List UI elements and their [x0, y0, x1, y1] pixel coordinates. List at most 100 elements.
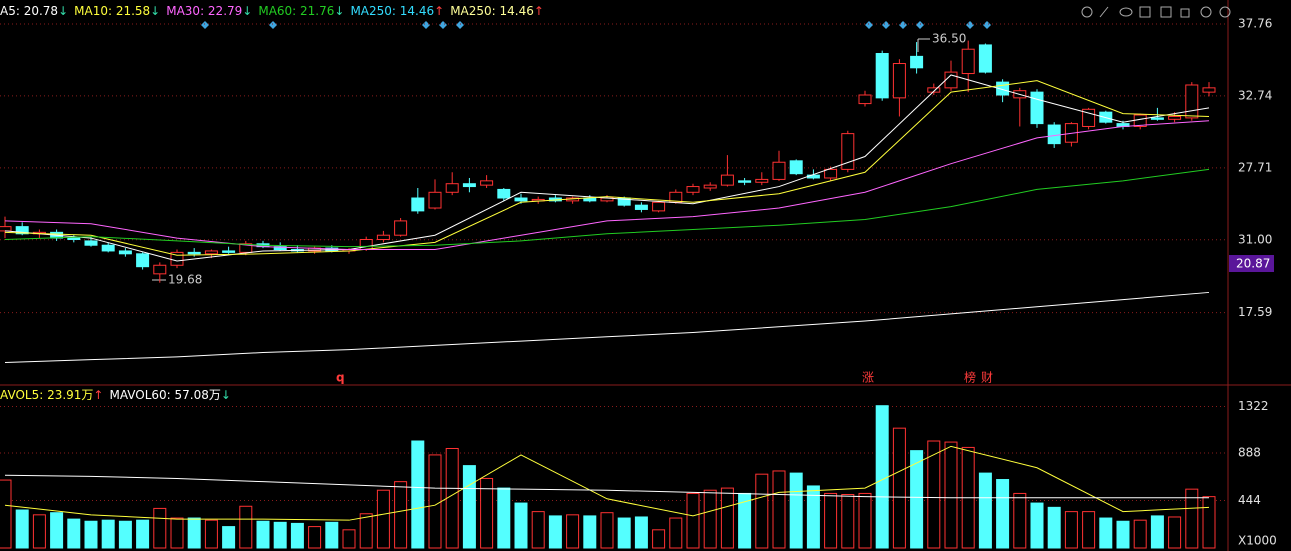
legend: A5: 20.78↓ MA10: 21.58↓ MA30: 22.79↓ MA60: …: [0, 4, 544, 18]
candle-body: [858, 94, 872, 105]
volume-bar: [531, 511, 545, 549]
volume-tick-label: 888: [1238, 445, 1261, 459]
volume-bar: [927, 440, 941, 549]
volume-bar: [84, 520, 98, 549]
candle-body: [978, 44, 992, 73]
candle-body: [376, 234, 390, 241]
volume-bar: [497, 487, 511, 549]
candle-body: [411, 197, 425, 212]
volume-bar: [824, 492, 838, 549]
volume-bar: [720, 487, 734, 549]
candle-body: [686, 186, 700, 193]
candle-body: [634, 204, 648, 210]
volume-bar: [32, 514, 46, 549]
candle-body: [462, 183, 476, 188]
event-label[interactable]: q: [336, 371, 345, 385]
volume-bar: [480, 477, 494, 549]
candle-body: [480, 180, 494, 186]
volume-bar: [50, 512, 64, 549]
event-label[interactable]: 榜: [964, 370, 976, 385]
candle-body: [101, 244, 115, 252]
candle-body: [445, 183, 459, 193]
volume-bar: [67, 518, 81, 549]
candle-body: [703, 184, 717, 189]
volume-bar: [600, 512, 614, 549]
last-price-box: [1229, 255, 1274, 272]
ma-line: [4, 474, 1209, 499]
candle-body: [222, 250, 236, 253]
candle-body: [1047, 124, 1061, 145]
ma-line: [4, 120, 1210, 251]
volume-bar: [1202, 496, 1216, 549]
volume-bar: [428, 454, 442, 549]
candle-body: [153, 264, 167, 275]
volume-bar: [841, 494, 855, 549]
high-annotation: 36.50: [932, 32, 966, 46]
volume-bar: [634, 516, 648, 549]
candle-body: [738, 180, 752, 183]
legend-arrow: ↓: [221, 388, 231, 402]
ma-line: [4, 80, 1210, 256]
volume-bar: [686, 492, 700, 549]
volume-bar: [617, 517, 631, 549]
volume-bar: [583, 515, 597, 549]
candle-body: [720, 174, 734, 186]
volume-bar: [325, 521, 339, 549]
volume-bar: [858, 492, 872, 549]
candle-body: [910, 55, 924, 69]
legend-label: A5: 20.78: [0, 4, 58, 18]
candle-body: [497, 188, 511, 199]
volume-tick-label: 1322: [1238, 399, 1269, 413]
volume-bar: [0, 479, 12, 549]
volume-bar: [978, 472, 992, 549]
volume-bar: [1150, 515, 1164, 549]
volume-bar: [445, 447, 459, 549]
y-tick-label: 17.59: [1238, 305, 1272, 319]
candle-body: [204, 250, 218, 255]
volume-bar: [118, 520, 132, 549]
candle-body: [187, 251, 201, 255]
candle-body: [0, 226, 12, 232]
volume-bar: [1116, 520, 1130, 549]
candle-body: [892, 63, 906, 99]
volume-bar: [1064, 511, 1078, 549]
legend-label: MA250: 14.46: [350, 4, 434, 18]
volume-bar: [187, 517, 201, 549]
legend-arrow: ↓: [334, 4, 344, 18]
volume-bar: [411, 440, 425, 549]
legend-label: MAVOL60: 57.08万: [109, 388, 220, 402]
volume-bar: [755, 473, 769, 549]
candle-body: [428, 191, 442, 209]
event-label[interactable]: 涨: [862, 370, 874, 385]
legend-arrow: ↑: [534, 4, 544, 18]
volume-bar: [1168, 516, 1182, 549]
volume-bar: [669, 517, 683, 549]
volume-bar: [256, 520, 270, 549]
volume-unit: X1000: [1238, 534, 1277, 548]
y-tick-label: 37.76: [1238, 17, 1272, 31]
signal-markers: [201, 21, 991, 29]
volume-bar: [342, 529, 356, 549]
candle-body: [67, 237, 81, 241]
volume-bar: [1013, 492, 1027, 549]
legend-arrow: ↓: [150, 4, 160, 18]
candle-body: [514, 197, 528, 202]
volume-bar: [996, 479, 1010, 549]
candle-body: [15, 226, 29, 235]
candle-body: [1150, 117, 1164, 120]
ma-line: [4, 74, 1210, 262]
candle-body: [1168, 115, 1182, 120]
legend-arrow: ↑: [93, 388, 103, 402]
candle-body: [1185, 84, 1199, 119]
volume-bar: [548, 515, 562, 549]
candle-body: [1202, 87, 1216, 93]
toolbar[interactable]: [1081, 6, 1231, 18]
volume-bar: [875, 405, 889, 549]
volume-bar: [394, 481, 408, 549]
candle-body: [1030, 91, 1044, 125]
volume-bar: [514, 502, 528, 549]
candle-body: [239, 243, 253, 253]
event-label[interactable]: 财: [981, 371, 993, 385]
volume-bar: [806, 485, 820, 549]
